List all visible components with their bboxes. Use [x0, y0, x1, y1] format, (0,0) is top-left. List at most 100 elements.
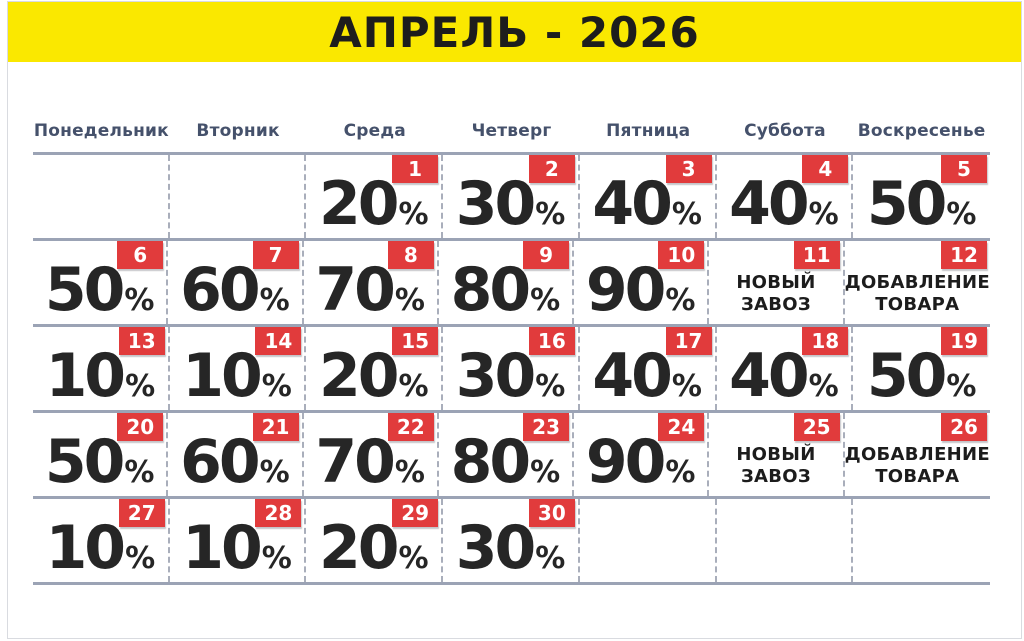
event-label-line: ТОВАРА [875, 293, 960, 315]
week-row: 20 50% 21 60% 22 70% 23 80% 24 90% 25 НОВЫЙ ЗАВОЗ 26 Д… [33, 410, 990, 496]
percent-sign: % [665, 282, 696, 318]
empty-day-cell [580, 499, 717, 582]
day-cell: 4 40% [717, 155, 854, 238]
percent-sign: % [124, 454, 155, 490]
day-number-badge: 15 [392, 327, 439, 355]
day-number-badge: 24 [658, 413, 705, 441]
percent-sign: % [535, 540, 566, 576]
weekday-label: Воскресенье [857, 121, 986, 141]
event-label: НОВЫЙ ЗАВОЗ [736, 272, 815, 315]
event-label-line: ТОВАРА [875, 465, 960, 487]
day-number-badge: 2 [528, 155, 575, 183]
event-label: ДОБАВЛЕНИЕ ТОВАРА [845, 272, 990, 315]
day-number-badge: 4 [802, 155, 849, 183]
day-number-badge: 14 [255, 327, 302, 355]
weekday-row: Понедельник Вторник Среда Четверг Пятница Суб… [33, 110, 990, 152]
week-row: 13 10% 14 10% 15 20% 16 30% 17 40% 18 40% 19 50% [33, 324, 990, 410]
day-number-badge: 30 [528, 499, 575, 527]
day-cell: 13 10% [33, 327, 170, 410]
empty-day-cell [717, 499, 854, 582]
week-row: 1 20% 2 30% 3 40% 4 40% 5 50% [33, 152, 990, 238]
percent-sign: % [261, 540, 292, 576]
day-number-badge: 8 [387, 241, 434, 269]
day-number-badge: 21 [252, 413, 299, 441]
percent-sign: % [124, 282, 155, 318]
discount-value: 40% [592, 174, 702, 234]
discount-value: 10% [46, 518, 156, 578]
percent-sign: % [946, 196, 977, 232]
discount-number: 10 [45, 512, 126, 583]
empty-day-cell [853, 499, 990, 582]
percent-sign: % [398, 368, 429, 404]
day-number-badge: 22 [387, 413, 434, 441]
percent-sign: % [671, 196, 702, 232]
discount-value: 80% [451, 432, 561, 492]
discount-number: 90 [585, 426, 666, 497]
day-number-badge: 10 [658, 241, 705, 269]
discount-value: 30% [456, 174, 566, 234]
event-label: ДОБАВЛЕНИЕ ТОВАРА [845, 444, 990, 487]
day-number-badge: 13 [118, 327, 165, 355]
day-cell: 27 10% [33, 499, 170, 582]
percent-sign: % [530, 282, 561, 318]
discount-number: 10 [45, 340, 126, 411]
percent-sign: % [946, 368, 977, 404]
discount-value: 90% [586, 432, 696, 492]
discount-value: 50% [45, 260, 155, 320]
day-cell: 30 30% [443, 499, 580, 582]
day-number-badge: 9 [523, 241, 570, 269]
day-cell: 5 50% [853, 155, 990, 238]
discount-number: 40 [592, 168, 672, 239]
discount-value: 10% [46, 346, 156, 406]
grid-bottom-line [33, 582, 990, 585]
percent-sign: % [808, 196, 839, 232]
discount-number: 50 [866, 168, 947, 239]
day-number-badge: 28 [255, 499, 302, 527]
day-cell: 8 70% [304, 241, 439, 324]
title-banner: АПРЕЛЬ - 2026 [8, 2, 1021, 62]
discount-value: 90% [586, 260, 696, 320]
day-number-badge: 19 [940, 327, 987, 355]
day-cell: 22 70% [304, 413, 439, 496]
discount-value: 60% [180, 260, 290, 320]
discount-value: 50% [867, 174, 977, 234]
day-number-badge: 25 [793, 413, 840, 441]
empty-day-cell [170, 155, 307, 238]
event-label-line: ДОБАВЛЕНИЕ [844, 271, 990, 293]
day-number-badge: 20 [117, 413, 164, 441]
day-number-badge: 6 [117, 241, 164, 269]
discount-number: 40 [729, 168, 809, 239]
discount-number: 30 [455, 512, 536, 583]
day-cell: 1 20% [306, 155, 444, 239]
weekday-label: Вторник [196, 121, 280, 141]
day-cell: 23 80% [439, 413, 575, 496]
discount-number: 60 [180, 254, 260, 325]
event-label-line: ЗАВОЗ [740, 293, 811, 315]
day-number-badge: 1 [392, 155, 439, 183]
day-cell: 29 20% [306, 499, 444, 583]
discount-value: 10% [182, 518, 292, 578]
discount-number: 20 [319, 168, 399, 239]
day-number-badge: 27 [118, 499, 165, 527]
day-number-badge: 5 [940, 155, 987, 183]
discount-number: 90 [585, 254, 666, 325]
discount-number: 20 [319, 512, 399, 583]
day-cell: 24 90% [574, 413, 710, 496]
percent-sign: % [530, 454, 561, 490]
percent-sign: % [398, 540, 429, 576]
discount-number: 80 [450, 426, 531, 497]
day-cell: 16 30% [443, 327, 580, 410]
event-label-line: НОВЫЙ [736, 443, 816, 465]
day-number-badge: 17 [665, 327, 712, 355]
discount-number: 70 [315, 426, 395, 497]
discount-value: 50% [867, 346, 977, 406]
day-cell: 11 НОВЫЙ ЗАВОЗ [709, 241, 845, 324]
percent-sign: % [125, 540, 156, 576]
day-number-badge: 18 [802, 327, 849, 355]
discount-value: 50% [45, 432, 155, 492]
percent-sign: % [259, 282, 290, 318]
event-label-line: ЗАВОЗ [740, 465, 811, 487]
day-number-badge: 29 [392, 499, 439, 527]
day-cell: 6 50% [33, 241, 169, 324]
page-title: АПРЕЛЬ - 2026 [329, 7, 700, 57]
